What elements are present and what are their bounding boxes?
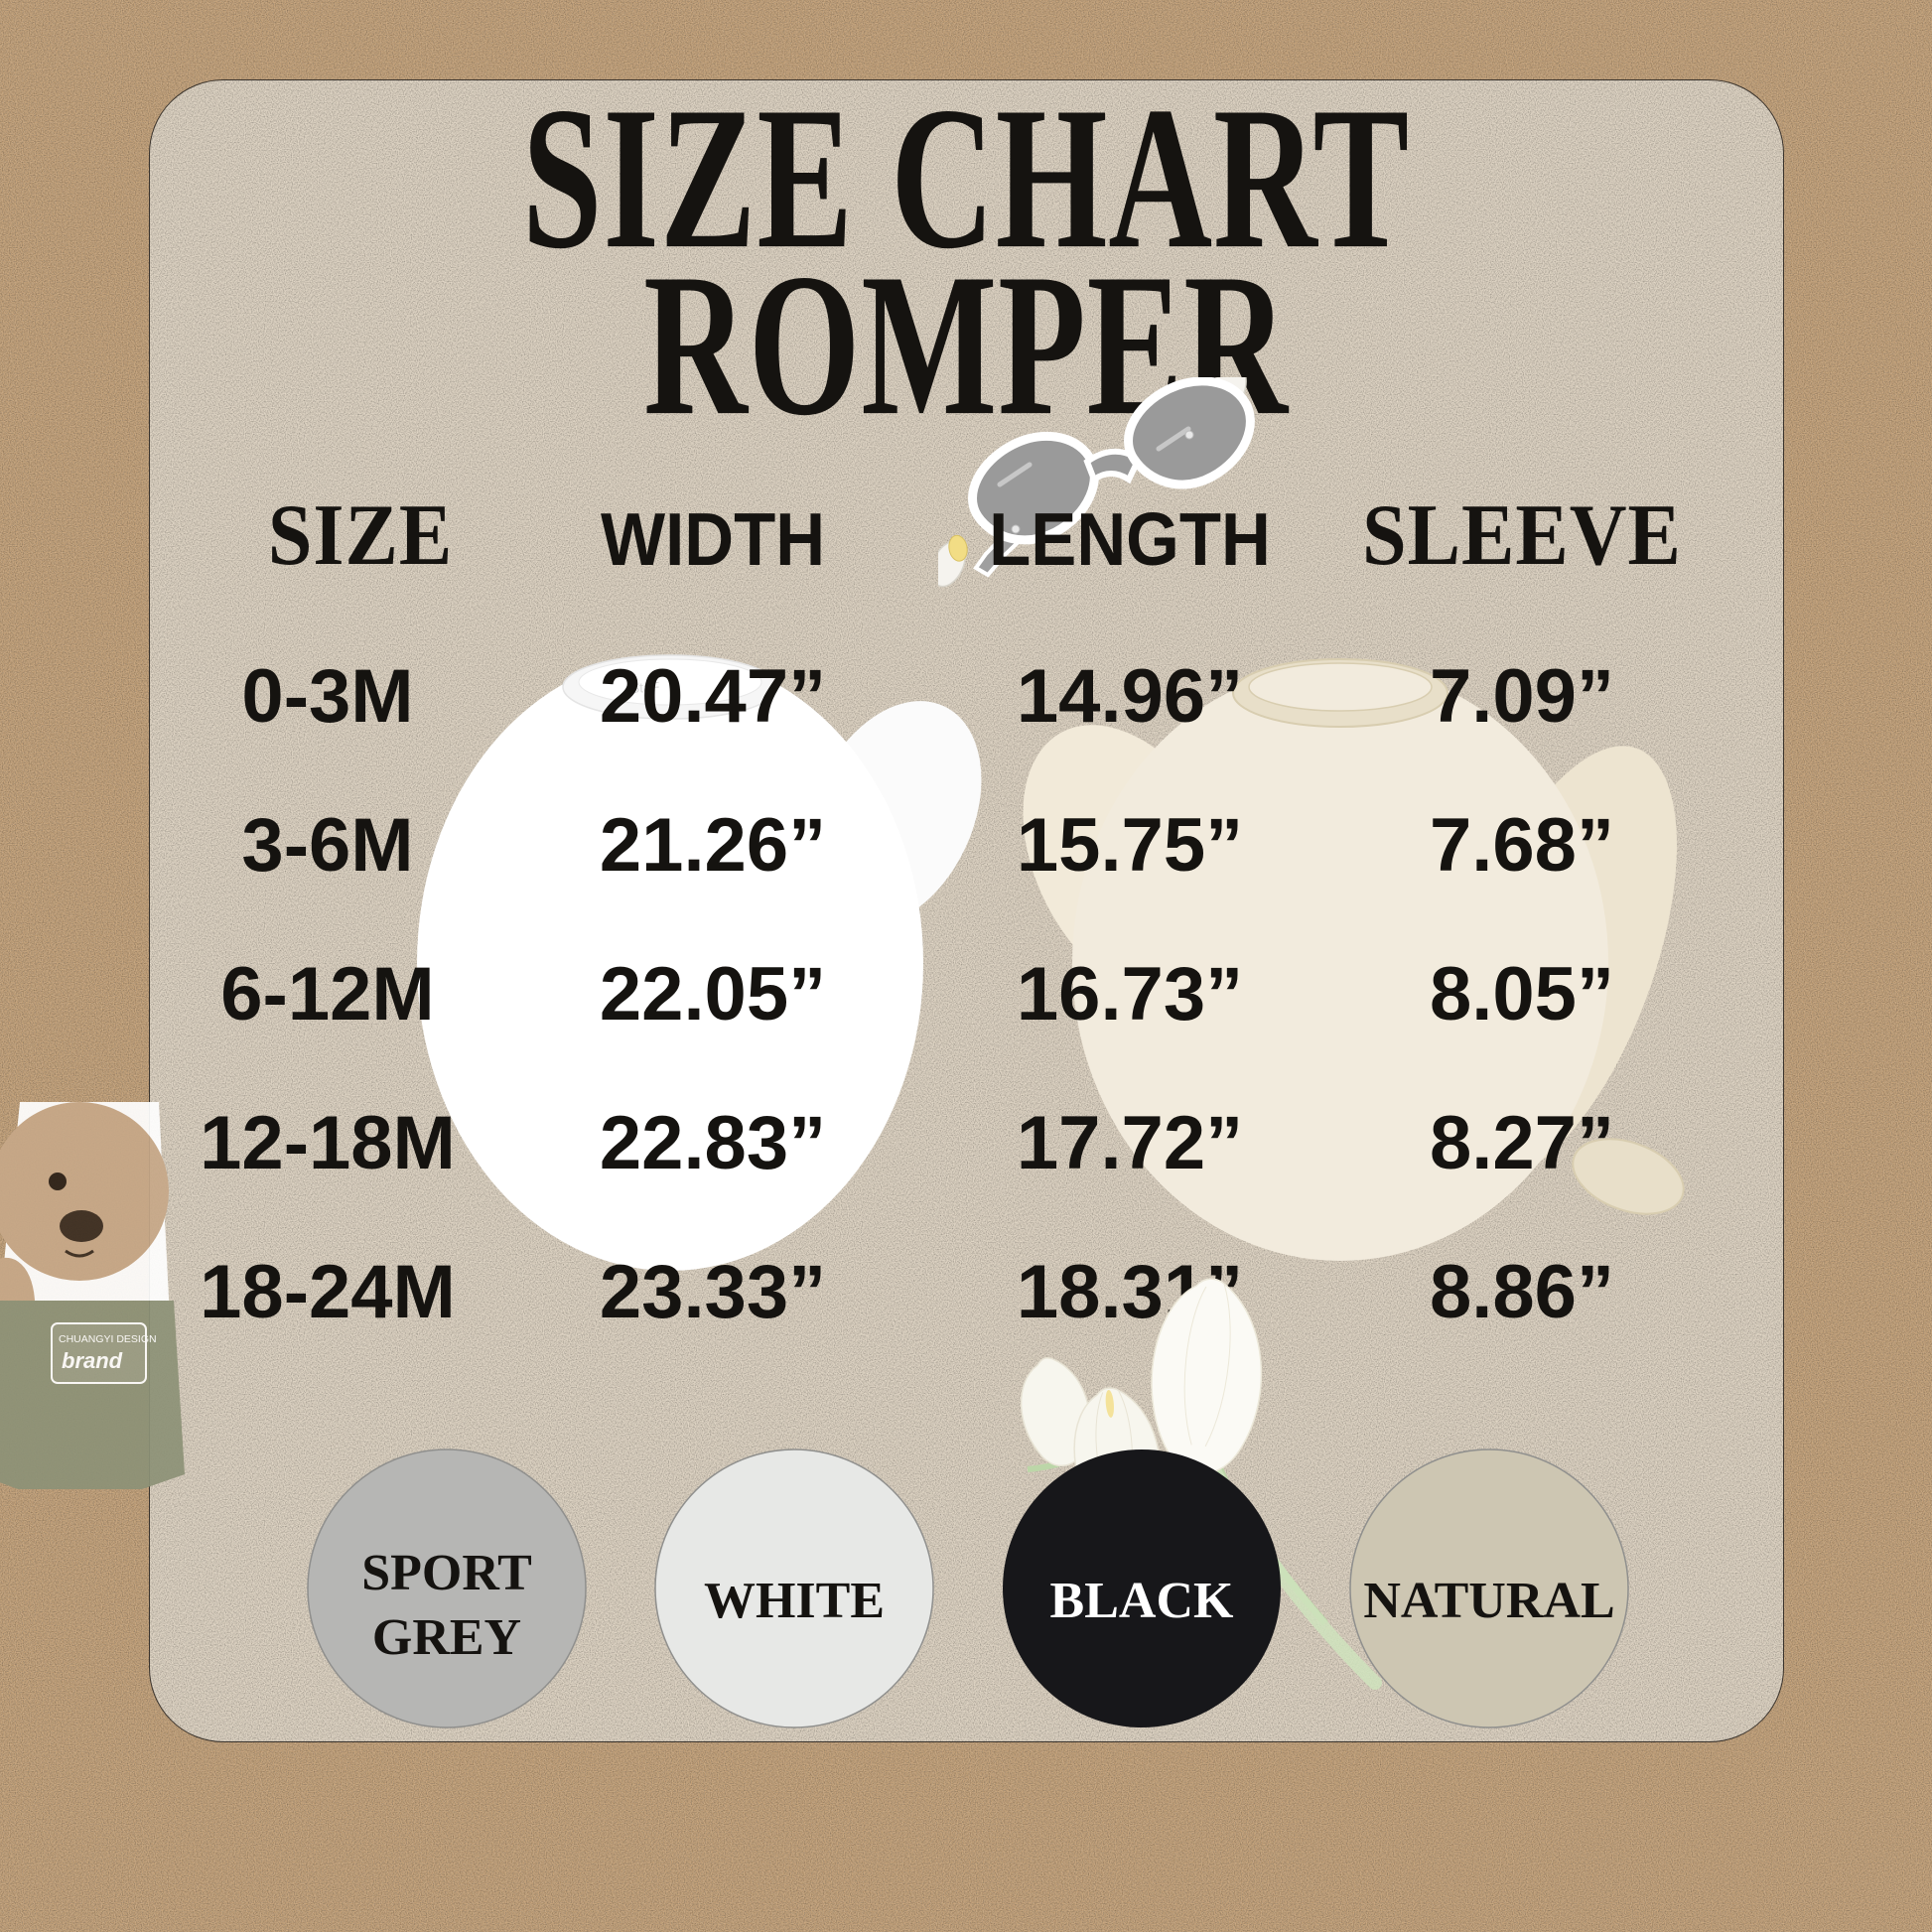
svg-text:brand: brand [62,1348,123,1373]
svg-text:CHUANGYI DESIGN: CHUANGYI DESIGN [59,1333,157,1345]
